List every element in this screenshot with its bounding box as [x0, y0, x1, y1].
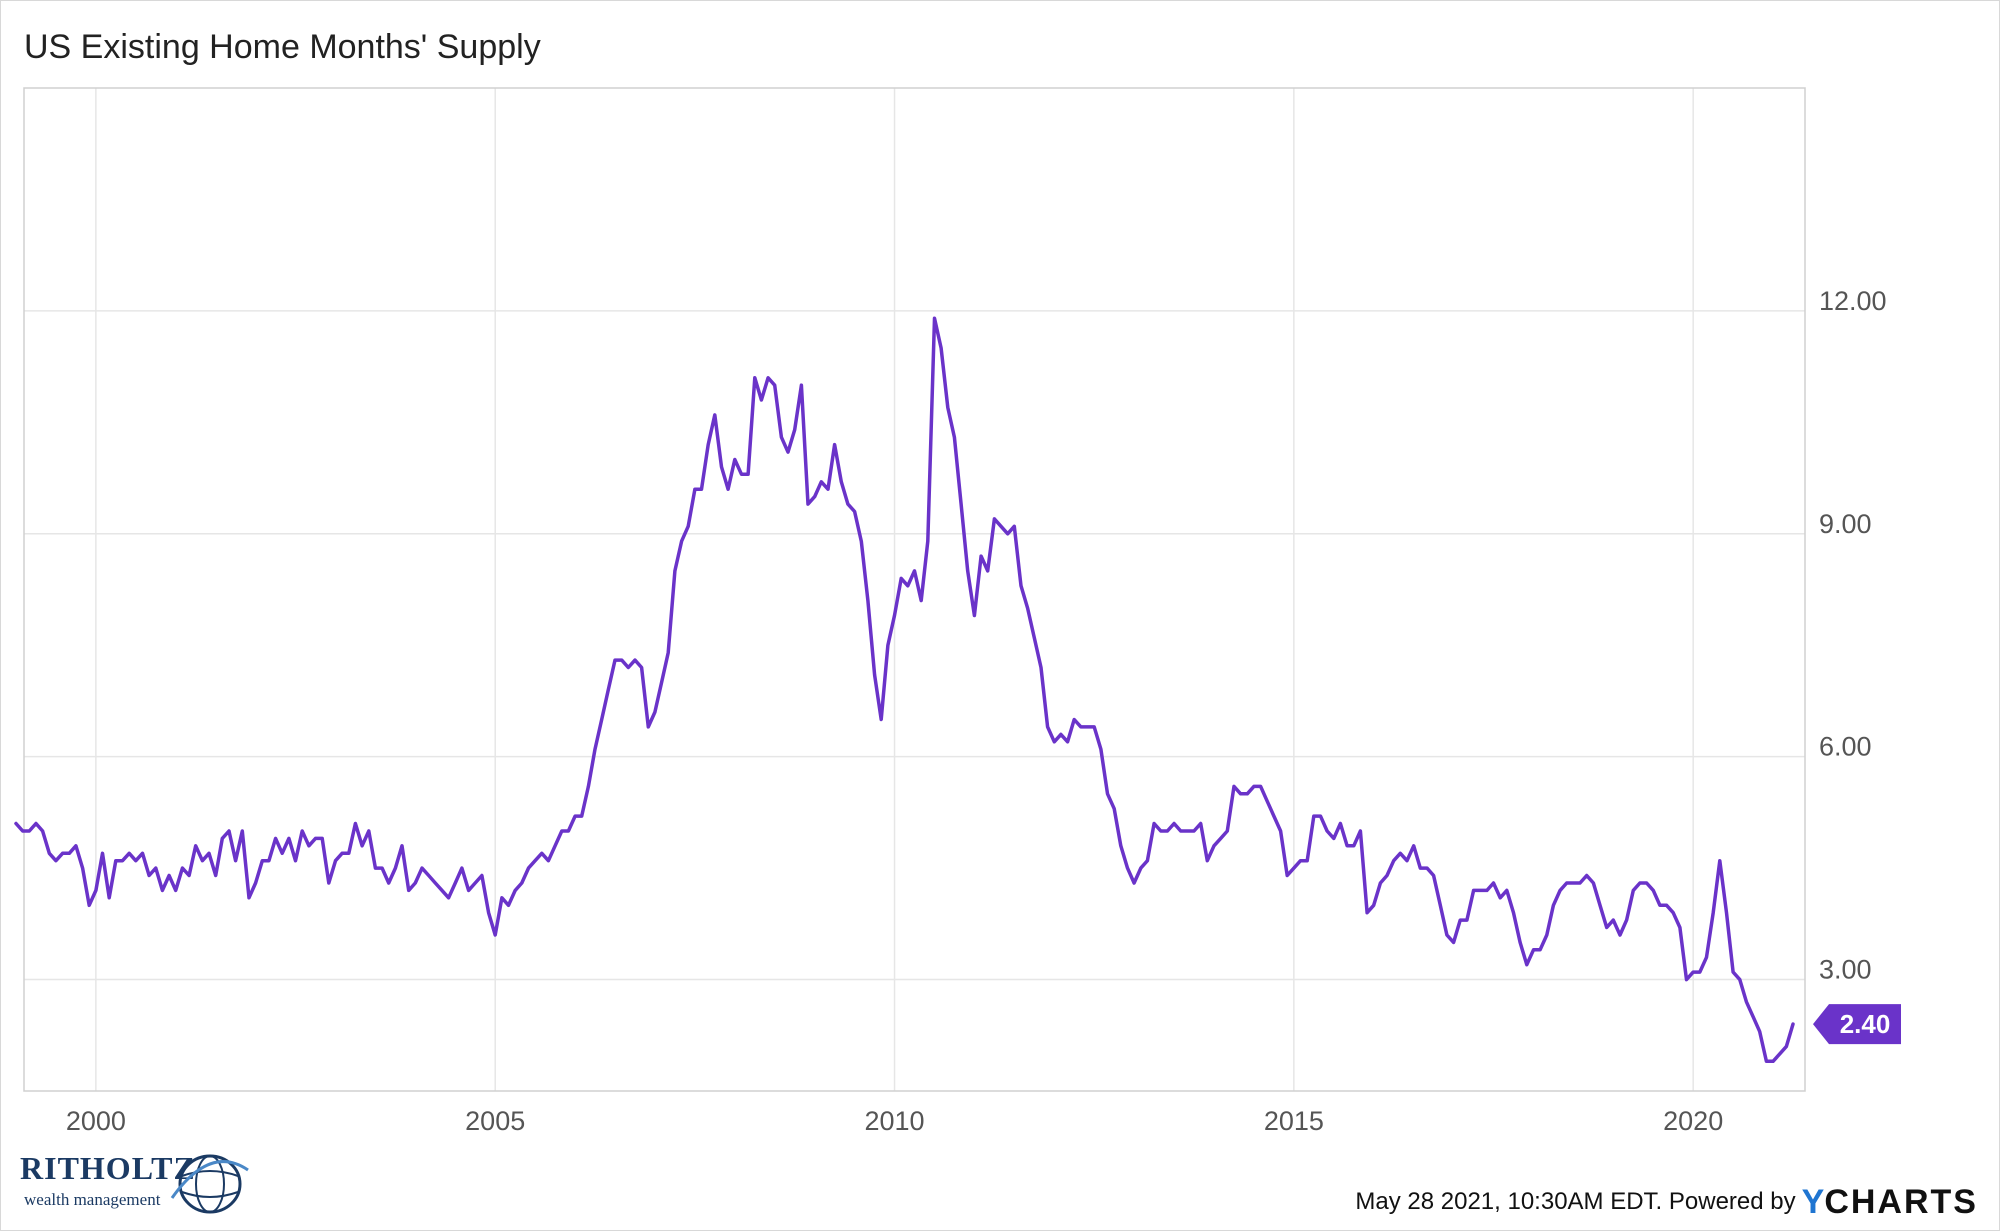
series-layer: [14, 316, 1795, 1064]
line-chart: 3.00 6.00 9.00 12.00 2000 2005 2010 2015 2020 2.…: [14, 87, 1901, 1136]
badge-shape: [1813, 1004, 1901, 1045]
y-tick-label: 9.00: [1819, 509, 1872, 539]
series-line: [14, 316, 1795, 1064]
tick-labels: 3.00 6.00 9.00 12.00 2000 2005 2010 2015 2020: [66, 286, 1887, 1136]
badge-value: 2.40: [1840, 1009, 1891, 1039]
x-tick-label: 2020: [1663, 1106, 1723, 1136]
ritholtz-logo: RITHOLTZ wealth management: [20, 1148, 250, 1218]
footer: May 28 2021, 10:30AM EDT. Powered by Y C…: [1355, 1182, 1978, 1221]
ycharts-logo-y: Y: [1801, 1182, 1825, 1221]
gridlines: [24, 88, 1805, 1091]
chart-title: US Existing Home Months' Supply: [24, 28, 541, 66]
y-tick-label: 6.00: [1819, 732, 1872, 762]
y-tick-label: 12.00: [1819, 286, 1887, 316]
x-tick-label: 2000: [66, 1106, 126, 1136]
x-tick-label: 2010: [864, 1106, 924, 1136]
globe-icon: [170, 1154, 249, 1214]
ycharts-logo-text: CHARTS: [1824, 1182, 1978, 1221]
footer-timestamp: May 28 2021, 10:30AM EDT. Powered by: [1355, 1188, 1796, 1215]
last-value-badge: 2.40: [1813, 1004, 1901, 1045]
plot-area-border: [23, 87, 1806, 1092]
x-tick-label: 2015: [1264, 1106, 1324, 1136]
logo-tagline: wealth management: [24, 1190, 161, 1209]
x-tick-label: 2005: [465, 1106, 525, 1136]
logo-name: RITHOLTZ: [20, 1150, 196, 1186]
y-tick-label: 3.00: [1819, 955, 1872, 985]
